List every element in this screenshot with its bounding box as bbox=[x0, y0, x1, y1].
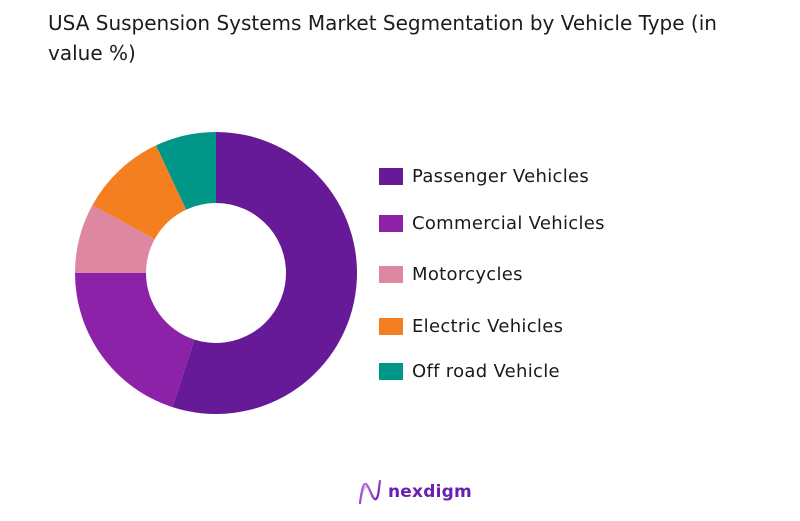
legend-label: Off road Vehicle bbox=[412, 361, 560, 382]
legend-item-electric-vehicles: Electric Vehicles bbox=[379, 316, 563, 337]
logo-text: nexdigm bbox=[388, 482, 472, 502]
donut-segment-motorcycles bbox=[75, 205, 155, 273]
nexdigm-logo: nexdigm bbox=[358, 479, 472, 505]
legend-swatch bbox=[379, 168, 403, 185]
donut-segment-electric-vehicles bbox=[92, 145, 187, 240]
legend-swatch bbox=[379, 215, 403, 232]
legend-item-motorcycles: Motorcycles bbox=[379, 264, 523, 285]
donut-segment-off-road-vehicle bbox=[155, 132, 216, 210]
legend-label: Motorcycles bbox=[412, 264, 523, 285]
legend-item-off-road-vehicle: Off road Vehicle bbox=[379, 361, 560, 382]
legend-swatch bbox=[379, 363, 403, 380]
nexdigm-wave-icon bbox=[358, 479, 382, 505]
legend-item-passenger-vehicles: Passenger Vehicles bbox=[379, 166, 589, 187]
legend-label: Passenger Vehicles bbox=[412, 166, 590, 187]
chart-title: USA Suspension Systems Market Segmentati… bbox=[48, 11, 717, 65]
legend-swatch bbox=[379, 318, 403, 335]
donut-segment-passenger-vehicles bbox=[172, 132, 357, 414]
donut-segment-commercial-vehicles bbox=[75, 273, 195, 408]
legend-item-commercial-vehicles: Commercial Vehicles bbox=[379, 213, 605, 234]
legend-label: Electric Vehicles bbox=[412, 316, 564, 337]
legend-label: Commercial Vehicles bbox=[412, 213, 605, 234]
legend-swatch bbox=[379, 266, 403, 283]
